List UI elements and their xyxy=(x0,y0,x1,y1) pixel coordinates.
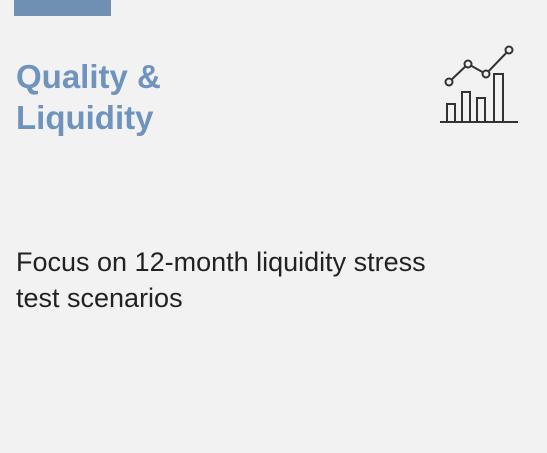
title-line: Quality & xyxy=(16,58,161,95)
card-title: Quality & Liquidity xyxy=(16,56,161,138)
card-body: Focus on 12-month liquidity stress test … xyxy=(16,244,426,316)
body-line: test scenarios xyxy=(16,283,183,313)
body-line: Focus on 12-month liquidity stress xyxy=(16,247,426,277)
title-line: Liquidity xyxy=(16,99,154,136)
accent-bar xyxy=(14,0,111,16)
chart-icon xyxy=(440,45,518,123)
